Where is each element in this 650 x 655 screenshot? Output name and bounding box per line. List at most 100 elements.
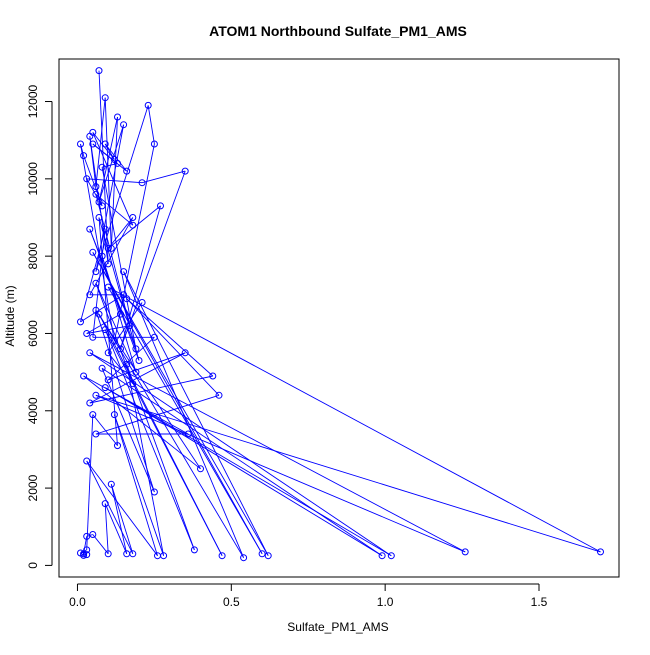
series-segment (104, 329, 195, 551)
data-point (92, 391, 100, 399)
series-segment (89, 217, 134, 296)
data-point (110, 411, 118, 419)
series-segment (147, 105, 155, 145)
data-point (83, 175, 91, 183)
data-point (378, 552, 386, 560)
y-tick-label: 4000 (26, 397, 40, 424)
data-point (83, 546, 91, 554)
data-point (86, 349, 94, 357)
y-tick-label: 8000 (26, 242, 40, 269)
data-point (258, 550, 266, 558)
data-point (104, 550, 112, 558)
data-point (114, 442, 121, 450)
data-point (83, 457, 91, 465)
plot-frame (58, 58, 620, 578)
data-point (197, 465, 204, 473)
series-segment (95, 394, 466, 553)
data-point (101, 384, 109, 392)
series-segment (92, 143, 127, 172)
series-segment (101, 167, 137, 349)
data-point (117, 310, 124, 318)
data-point (264, 552, 272, 560)
series-segment (126, 364, 165, 556)
data-point (95, 67, 103, 75)
data-layer (77, 67, 604, 562)
series-segment (98, 217, 140, 361)
y-tick-label: 0 (26, 562, 40, 569)
data-point (150, 333, 158, 341)
series-segment (86, 178, 143, 184)
series-segment (89, 375, 213, 404)
data-point (77, 549, 84, 557)
data-point (86, 399, 94, 407)
data-point (150, 488, 158, 496)
series-segment (98, 116, 118, 203)
data-point (104, 244, 112, 252)
data-point (86, 225, 94, 233)
data-point (92, 430, 100, 438)
y-tick-label: 10000 (26, 162, 40, 196)
data-point (77, 140, 84, 148)
data-point (83, 330, 91, 337)
data-point (123, 167, 131, 175)
data-point (98, 252, 106, 260)
data-point (126, 322, 134, 330)
series-segment (80, 143, 115, 342)
data-point (123, 295, 131, 303)
series-segment (92, 252, 263, 555)
data-point (95, 214, 103, 221)
series-segment (110, 484, 128, 554)
data-point (104, 260, 112, 268)
data-point (215, 391, 223, 399)
series-segment (104, 503, 128, 554)
x-tick-label: 1.5 (531, 595, 548, 609)
data-point (80, 152, 88, 160)
series-segment (104, 387, 392, 557)
data-point (77, 318, 84, 326)
y-tick-label: 6000 (26, 320, 40, 347)
data-point (89, 248, 97, 256)
series-segment (92, 132, 134, 226)
data-point (86, 291, 94, 299)
data-point (89, 128, 97, 136)
series-segment (104, 329, 223, 556)
data-point (240, 554, 248, 562)
series-segment (95, 394, 601, 553)
data-point (104, 283, 112, 291)
data-point (123, 360, 131, 368)
data-point (597, 548, 604, 556)
data-point (120, 268, 128, 276)
data-point (110, 156, 118, 163)
series-segment (80, 143, 85, 156)
series-segment (86, 178, 103, 207)
series-segment (95, 283, 137, 373)
data-point (101, 500, 109, 508)
data-point (83, 532, 91, 540)
data-point (138, 299, 146, 306)
series-segment (126, 298, 220, 396)
series-segment (98, 217, 118, 446)
data-point (150, 140, 158, 148)
data-point (95, 310, 103, 318)
data-point (154, 552, 161, 560)
data-point (114, 113, 121, 121)
series-segment (98, 313, 244, 558)
data-point (89, 531, 97, 538)
series-segment (113, 143, 155, 342)
series-segment (107, 286, 263, 555)
axis-layer: 0.0 0.5 1.0 1.5 0 2000 4000 6000 8000 10000 12000 (26, 84, 548, 609)
x-axis-label: Sulfate_PM1_AMS (287, 620, 388, 634)
y-tick-label: 12000 (26, 84, 40, 118)
series-segment (104, 143, 128, 172)
chart-title: ATOM1 Northbound Sulfate_PM1_AMS (209, 23, 467, 39)
data-point (181, 349, 189, 357)
series-segment (113, 414, 165, 556)
series-segment (89, 136, 97, 187)
data-point (101, 225, 109, 233)
series-segment (95, 310, 155, 493)
data-point (92, 268, 100, 276)
series-segment (104, 503, 109, 554)
series-segment (101, 255, 137, 373)
series-segment (141, 170, 186, 184)
